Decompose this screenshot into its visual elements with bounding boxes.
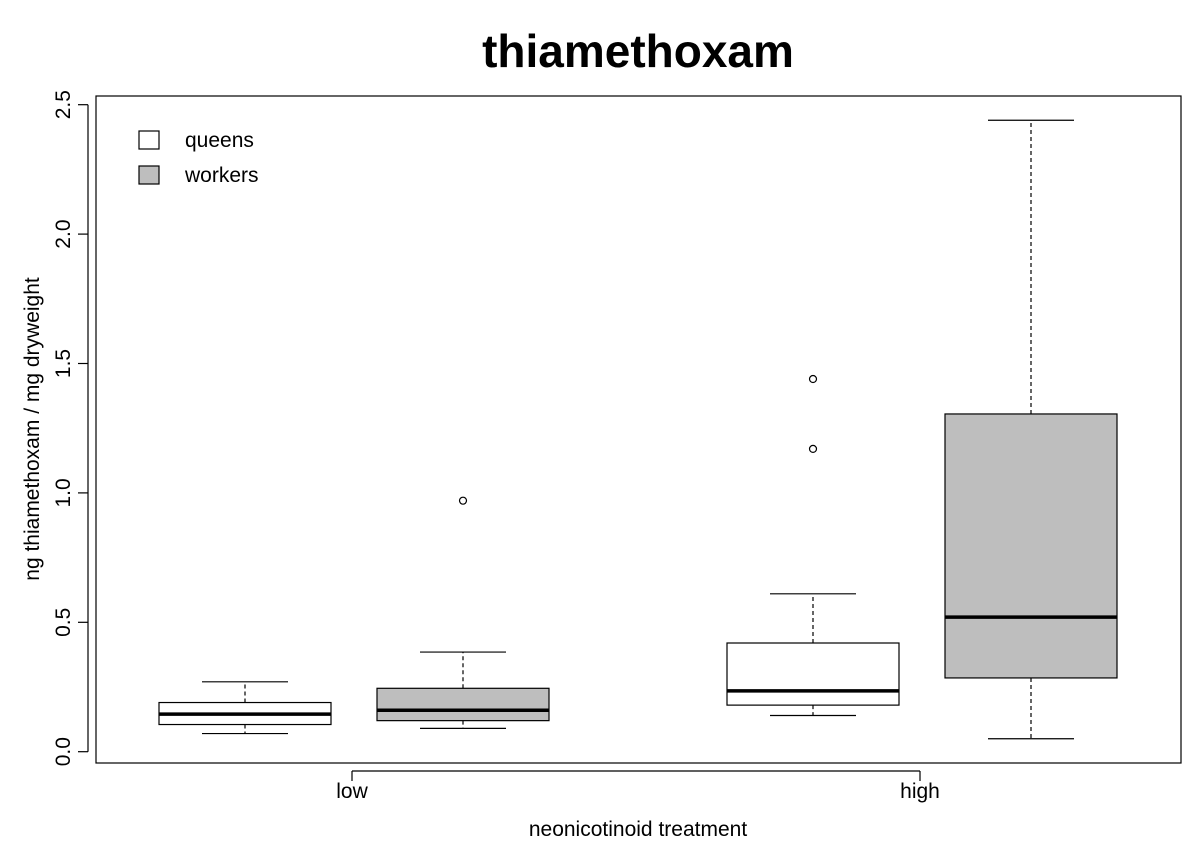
y-tick-label: 0.0 (52, 737, 75, 766)
legend-swatch-queens (138, 130, 160, 150)
y-axis: 0.0 0.5 1.0 1.5 2.0 2.5 (52, 90, 89, 766)
outlier-point (808, 444, 818, 454)
y-axis-label: ng thiamethoxam / mg dryweight (21, 277, 44, 581)
y-tick-label: 1.0 (52, 478, 75, 507)
box-queens-low (158, 681, 332, 735)
x-axis-label: neonicotinoid treatment (529, 818, 747, 841)
x-axis: low high (336, 770, 940, 803)
y-tick-label: 0.5 (52, 608, 75, 637)
legend: queens workers (138, 129, 259, 187)
box-workers-high (944, 119, 1118, 740)
iqr-box (944, 413, 1118, 679)
x-tick-label: low (336, 780, 368, 803)
box-workers-low (376, 496, 550, 730)
plot-area (95, 95, 1182, 764)
iqr-box (726, 642, 900, 706)
y-tick-label: 2.0 (52, 219, 75, 248)
y-tick-label: 1.5 (52, 349, 75, 378)
legend-label-workers: workers (184, 164, 259, 187)
chart-title: thiamethoxam (482, 25, 794, 77)
y-tick-label: 2.5 (52, 90, 75, 119)
legend-label-queens: queens (185, 129, 254, 152)
iqr-box (376, 687, 550, 722)
outlier-point (458, 496, 468, 505)
x-tick-label: high (900, 780, 940, 803)
legend-swatch-workers (138, 165, 160, 185)
box-queens-high (726, 374, 900, 717)
boxes (158, 119, 1118, 740)
outlier-point (808, 374, 818, 384)
